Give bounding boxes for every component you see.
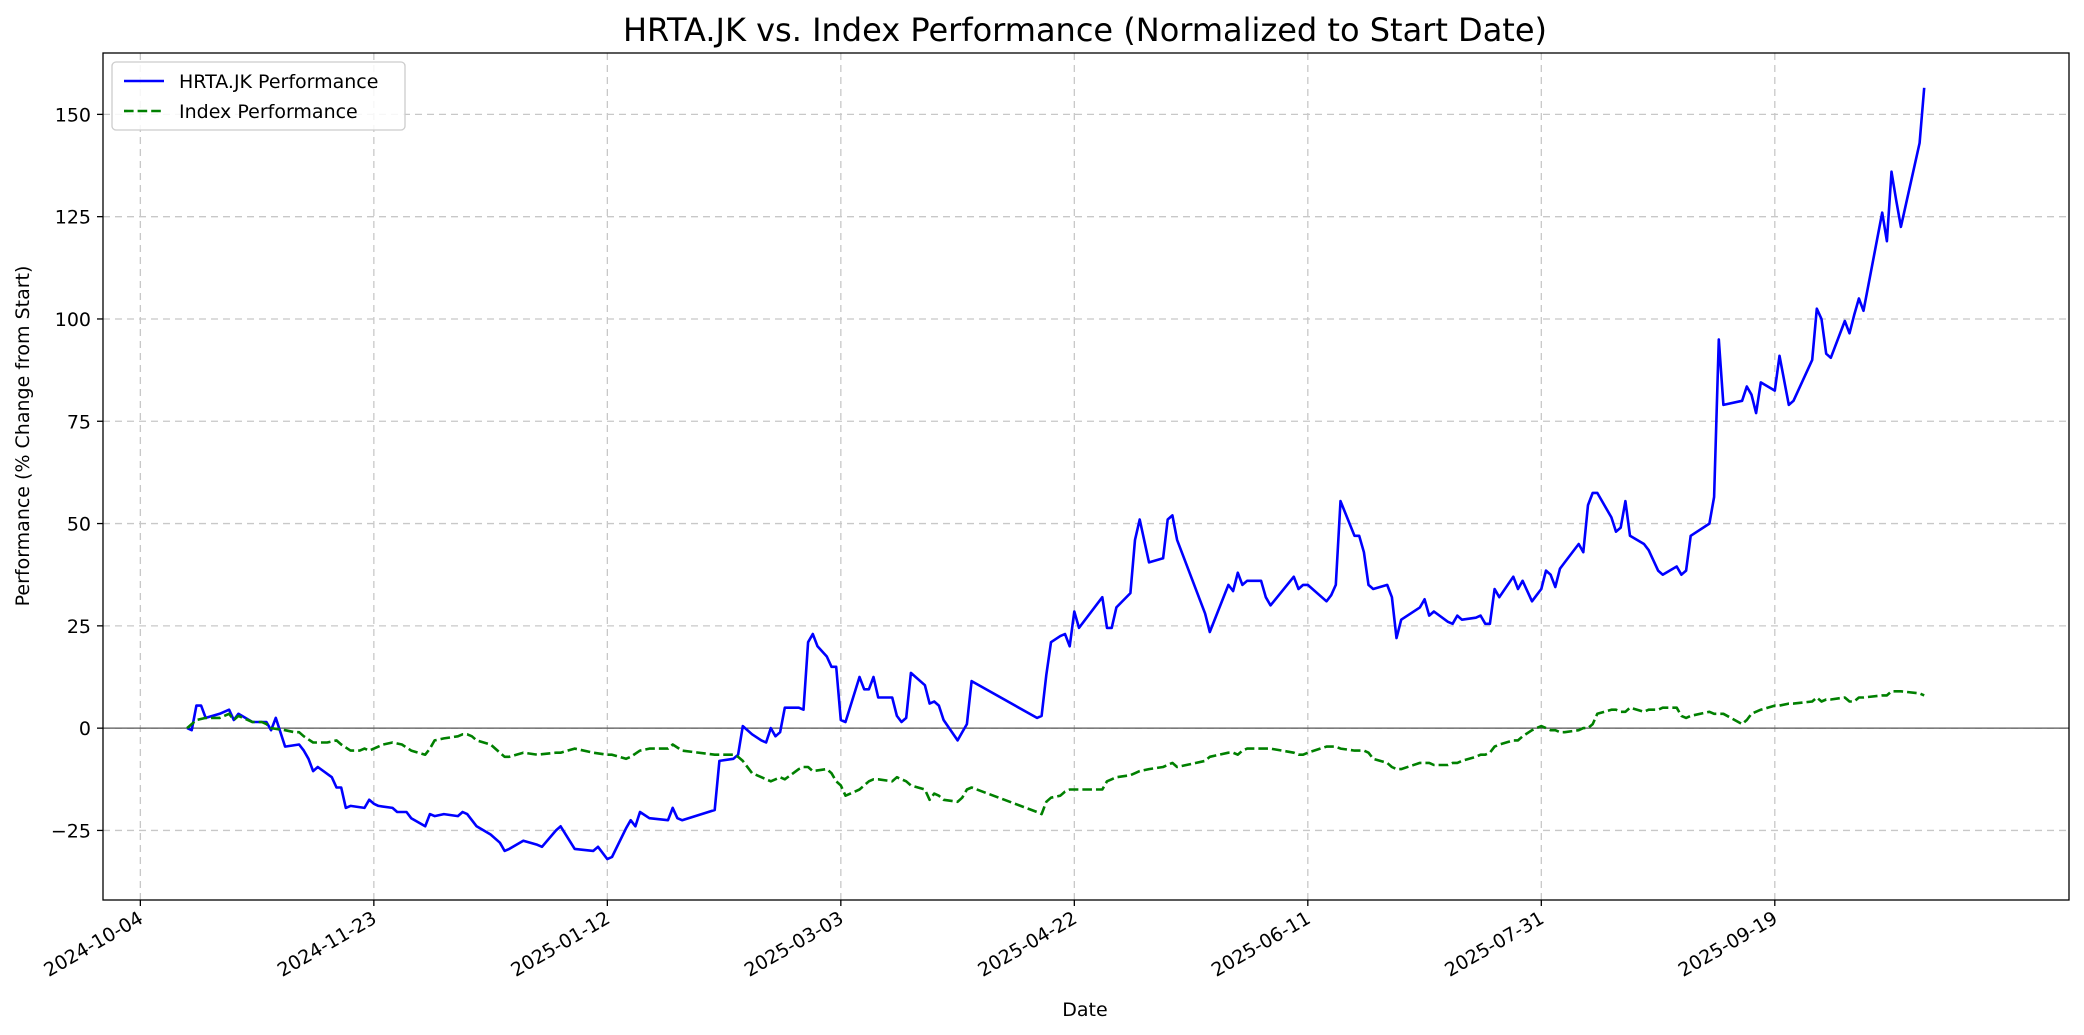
y-tick-label: 150: [55, 104, 91, 126]
x-tick-label: 2025-04-22: [974, 907, 1081, 981]
x-tick-label: 2024-11-23: [274, 907, 381, 981]
x-axis-label: Date: [1062, 999, 1107, 1021]
plot-frame: [102, 52, 2070, 901]
y-tick-label: −25: [51, 820, 91, 842]
series-line-hrta: [186, 87, 1926, 861]
legend: HRTA.JK Performance Index Performance: [111, 61, 406, 131]
y-tick-label: 50: [67, 514, 91, 536]
y-tick-label: 100: [55, 309, 91, 331]
x-axis-ticks: 2024-10-04 2024-11-23 2025-01-12 2025-03-03…: [40, 900, 1781, 982]
series-line-index: [186, 690, 1925, 816]
y-axis-label: Performance (% Change from Start): [12, 266, 34, 607]
y-tick-label: 25: [67, 616, 91, 638]
x-tick-label: 2025-07-31: [1441, 907, 1548, 981]
grid: [103, 53, 2069, 900]
legend-label-index: Index Performance: [179, 101, 358, 123]
series-layer: [186, 87, 1926, 861]
x-tick-label: 2025-03-03: [741, 907, 848, 981]
y-axis-ticks: −25 0 25 50 75 100 125 150: [51, 104, 103, 842]
y-tick-label: 0: [79, 718, 91, 740]
x-tick-label: 2024-10-04: [40, 907, 147, 981]
chart-title: HRTA.JK vs. Index Performance (Normalize…: [623, 11, 1547, 49]
x-tick-label: 2025-06-11: [1208, 907, 1315, 981]
legend-box: [111, 61, 406, 131]
y-tick-label: 125: [55, 207, 91, 229]
x-tick-label: 2025-01-12: [507, 907, 614, 981]
x-tick-label: 2025-09-19: [1675, 907, 1782, 981]
legend-label-hrta: HRTA.JK Performance: [179, 71, 378, 93]
y-tick-label: 75: [67, 411, 91, 433]
